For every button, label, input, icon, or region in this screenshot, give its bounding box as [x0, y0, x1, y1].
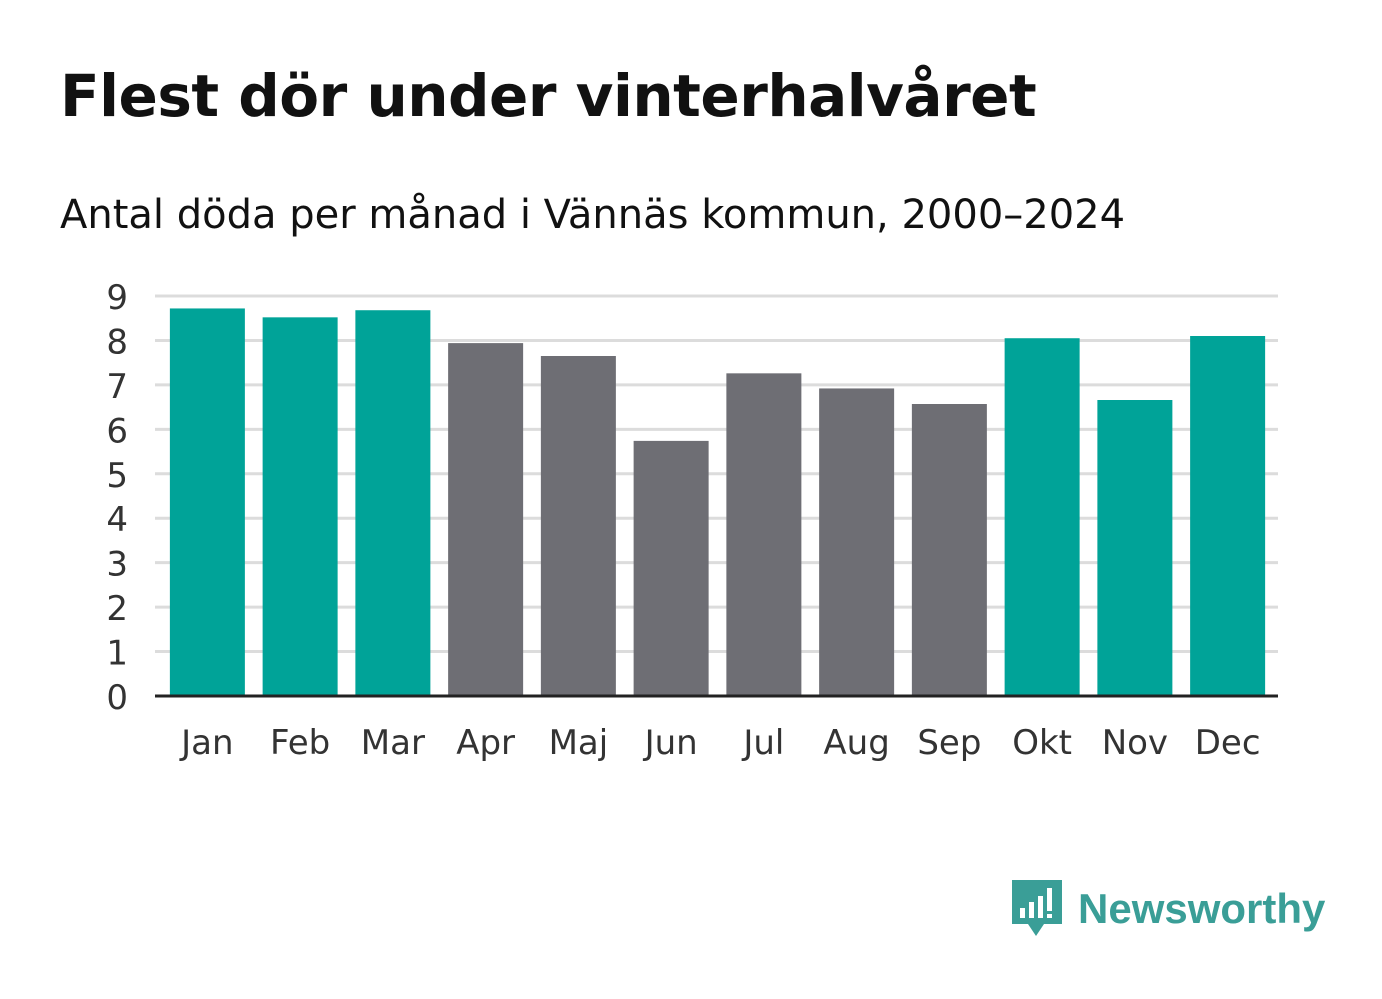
newsworthy-logo: Newsworthy — [1010, 878, 1325, 940]
x-tick-label: Okt — [1012, 723, 1072, 763]
x-tick-label: Feb — [270, 723, 330, 763]
newsworthy-logo-text: Newsworthy — [1078, 885, 1326, 932]
x-tick-label: Maj — [549, 723, 609, 763]
bar-maj — [540, 356, 616, 696]
x-tick-label: Jul — [741, 723, 784, 763]
y-tick-label: 2 — [106, 589, 128, 629]
y-tick-label: 4 — [106, 500, 128, 540]
gridlines — [155, 294, 1278, 654]
y-tick-label: 0 — [106, 678, 128, 718]
y-tick-label: 5 — [106, 456, 128, 496]
bar-okt — [1004, 338, 1080, 696]
y-tick-label: 9 — [106, 278, 128, 318]
x-tick-label: Dec — [1195, 723, 1261, 763]
bar-sep — [911, 404, 987, 696]
bar-dec — [1190, 336, 1266, 696]
bar-nov — [1097, 400, 1173, 696]
bar-mar — [355, 310, 431, 696]
bar-jul — [726, 373, 802, 696]
y-tick-label: 8 — [106, 322, 128, 362]
y-tick-label: 7 — [106, 367, 128, 407]
y-tick-label: 3 — [106, 545, 128, 585]
x-tick-label: Aug — [823, 723, 889, 763]
bar-feb — [262, 317, 338, 696]
x-tick-label: Nov — [1102, 723, 1168, 763]
x-tick-label: Jun — [643, 723, 698, 763]
x-tick-label: Apr — [456, 723, 515, 763]
chart-title: Flest dör under vinterhalvåret — [60, 62, 1037, 130]
x-tick-label: Mar — [361, 723, 425, 763]
y-axis-ticks: 01 23 45 67 89 — [106, 278, 128, 718]
bar-aug — [819, 388, 895, 696]
x-tick-label: Sep — [917, 723, 981, 763]
bar-apr — [448, 343, 524, 696]
bar-jun — [633, 440, 709, 696]
bars — [169, 308, 1266, 696]
chart-subtitle: Antal döda per månad i Vännäs kommun, 20… — [60, 192, 1126, 238]
bar-jan — [169, 308, 245, 696]
newsworthy-chart-bubble-icon — [1012, 880, 1062, 936]
y-tick-label: 6 — [106, 411, 128, 451]
y-tick-label: 1 — [106, 634, 128, 674]
x-axis-ticks: Jan Feb Mar Apr Maj Jun Jul Aug Sep Okt Nov Dec — [179, 723, 1260, 763]
x-tick-label: Jan — [179, 723, 233, 763]
